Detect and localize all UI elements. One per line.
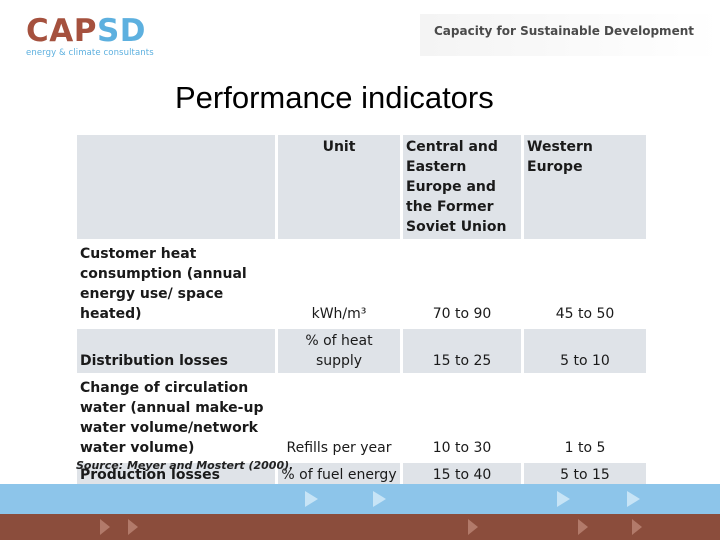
row-ceefsu-value: 70 to 90 [432, 306, 492, 322]
arrow-right-icon [100, 519, 110, 535]
row-ceefsu-value: 15 to 40 [403, 463, 521, 487]
source-citation: Source: Meyer and Mostert (2000). [76, 459, 294, 472]
arrow-right-icon [305, 491, 318, 507]
arrow-right-icon [632, 519, 642, 535]
slide-title: Performance indicators [175, 80, 494, 115]
row-label: Customer heat consumption (annual energy… [80, 246, 247, 322]
footer-band-brown [0, 514, 720, 540]
row-we-value: 5 to 10 [524, 329, 646, 373]
header-cell-western-europe: Western Europe [524, 135, 646, 239]
table-header-row: Unit Central and Eastern Europe and the … [77, 135, 646, 239]
arrow-right-icon [557, 491, 570, 507]
row-ceefsu-value: 10 to 30 [432, 440, 492, 456]
arrow-right-icon [627, 491, 640, 507]
logo-subtitle: energy & climate consultants [26, 48, 154, 58]
header-tagline: Capacity for Sustainable Development [420, 14, 720, 56]
row-label: Change of circulation water (annual make… [80, 380, 264, 456]
row-we-value: 1 to 5 [564, 440, 606, 456]
row-unit: kWh/m³ [311, 306, 367, 322]
row-unit: Refills per year [286, 440, 392, 456]
header-cell-ceefsu: Central and Eastern Europe and the Forme… [403, 135, 521, 239]
footer-band-blue [0, 484, 720, 514]
arrow-right-icon [468, 519, 478, 535]
performance-table: Unit Central and Eastern Europe and the … [74, 132, 649, 490]
arrow-right-icon [578, 519, 588, 535]
row-unit: % of heat supply [278, 329, 400, 373]
table-row: Production losses % of fuel energy 15 to… [77, 463, 646, 487]
header-cell-blank [77, 135, 275, 239]
table-row: Distribution losses % of heat supply 15 … [77, 329, 646, 373]
arrow-right-icon [373, 491, 386, 507]
table-row: Customer heat consumption (annual energy… [77, 242, 646, 326]
capsd-logo: CAPSD energy & climate consultants [26, 14, 154, 58]
logo-wordmark: CAPSD [26, 13, 147, 49]
row-we-value: 5 to 15 [524, 463, 646, 487]
row-label: Distribution losses [77, 329, 275, 373]
table-row: Change of circulation water (annual make… [77, 376, 646, 460]
row-unit: % of fuel energy [278, 463, 400, 487]
arrow-right-icon [128, 519, 138, 535]
row-label: Production losses [77, 463, 275, 487]
header-cell-unit: Unit [278, 135, 400, 239]
row-we-value: 45 to 50 [555, 306, 615, 322]
row-ceefsu-value: 15 to 25 [403, 329, 521, 373]
